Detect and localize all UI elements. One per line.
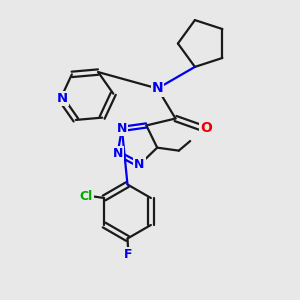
- Text: Cl: Cl: [80, 190, 93, 203]
- Text: N: N: [57, 92, 68, 105]
- Text: F: F: [124, 248, 132, 261]
- Text: N: N: [112, 147, 123, 160]
- Text: N: N: [134, 158, 145, 171]
- Text: N: N: [117, 122, 127, 135]
- Text: O: O: [200, 122, 212, 135]
- Text: N: N: [152, 82, 163, 95]
